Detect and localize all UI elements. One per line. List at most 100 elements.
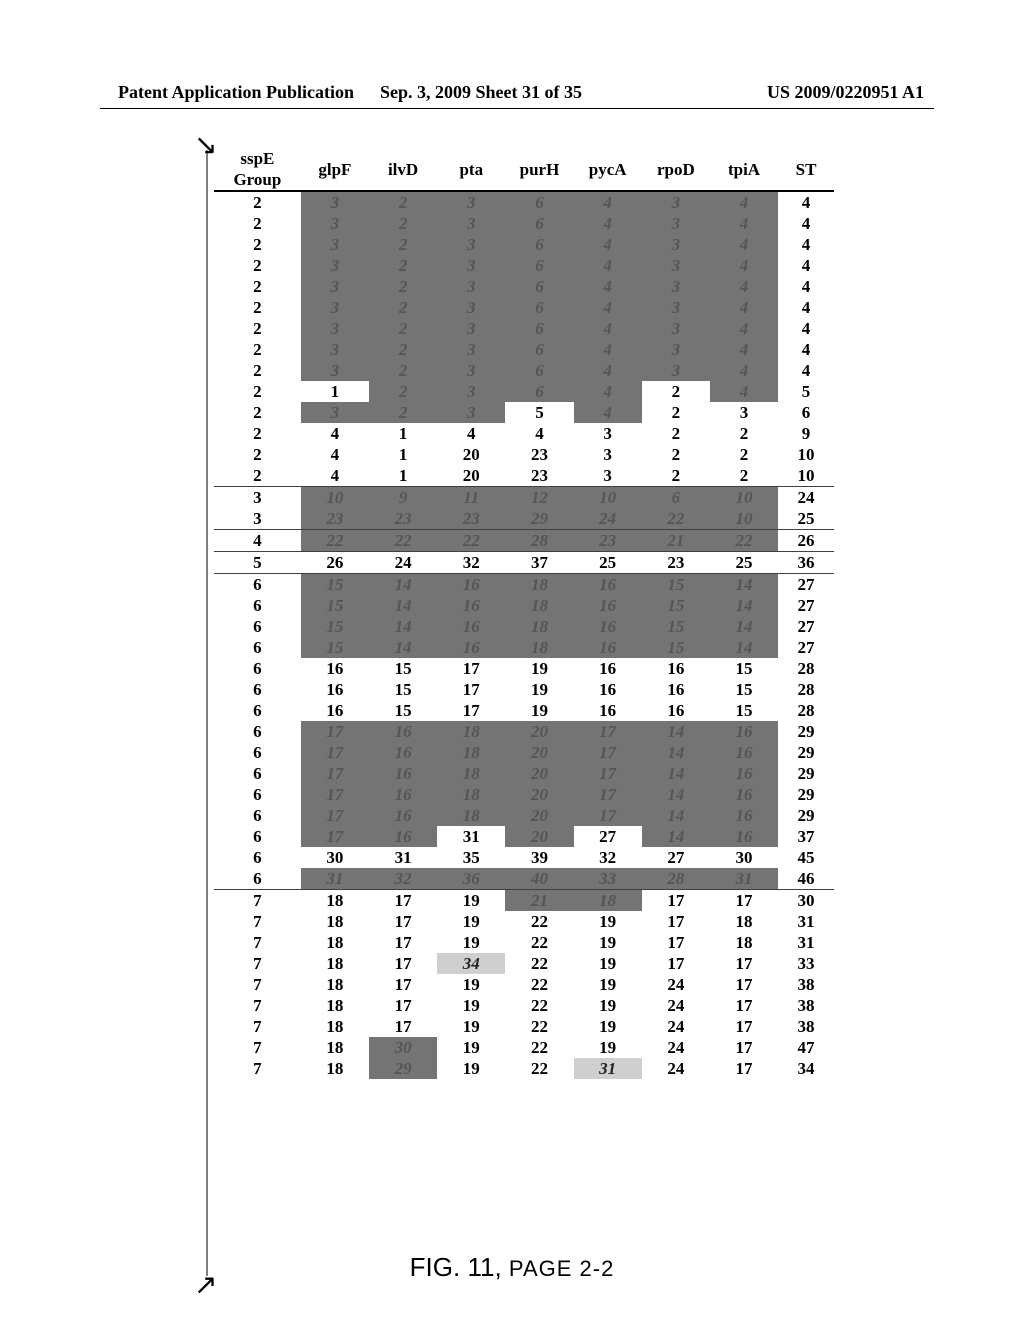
table-row: 61514161816151427 <box>214 616 834 637</box>
data-cell: 10 <box>710 508 778 530</box>
data-cell: 2 <box>369 381 437 402</box>
group-cell: 6 <box>214 679 301 700</box>
data-cell: 17 <box>710 1037 778 1058</box>
data-cell: 19 <box>437 1016 505 1037</box>
data-cell: 3 <box>642 339 710 360</box>
group-cell: 6 <box>214 658 301 679</box>
data-cell: 16 <box>574 658 642 679</box>
data-cell: 14 <box>642 826 710 847</box>
st-cell: 29 <box>778 721 834 742</box>
table-row: 63031353932273045 <box>214 847 834 868</box>
st-cell: 38 <box>778 974 834 995</box>
data-cell: 15 <box>710 658 778 679</box>
data-cell: 4 <box>710 255 778 276</box>
st-cell: 28 <box>778 700 834 721</box>
data-cell: 22 <box>505 911 573 932</box>
data-cell: 19 <box>437 1058 505 1079</box>
data-cell: 16 <box>369 784 437 805</box>
data-cell: 17 <box>369 932 437 953</box>
data-cell: 19 <box>574 1016 642 1037</box>
data-cell: 18 <box>301 890 369 911</box>
data-cell: 3 <box>437 381 505 402</box>
data-cell: 14 <box>369 574 437 595</box>
group-cell: 6 <box>214 868 301 890</box>
data-cell: 2 <box>369 297 437 318</box>
data-cell: 4 <box>710 360 778 381</box>
group-cell: 2 <box>214 318 301 339</box>
table-row: 71830192219241747 <box>214 1037 834 1058</box>
data-cell: 31 <box>574 1058 642 1079</box>
table-row: 310911121061024 <box>214 487 834 508</box>
data-cell: 23 <box>574 530 642 552</box>
data-cell: 2 <box>710 444 778 465</box>
data-cell: 6 <box>505 381 573 402</box>
data-cell: 17 <box>301 805 369 826</box>
data-cell: 3 <box>437 297 505 318</box>
group-cell: 2 <box>214 381 301 402</box>
data-cell: 37 <box>505 552 573 574</box>
table-row: 32323232924221025 <box>214 508 834 530</box>
data-cell: 3 <box>710 402 778 423</box>
data-cell: 40 <box>505 868 573 890</box>
data-cell: 16 <box>369 742 437 763</box>
table-row: 232364344 <box>214 276 834 297</box>
data-cell: 19 <box>574 932 642 953</box>
data-cell: 24 <box>642 1016 710 1037</box>
data-cell: 16 <box>710 826 778 847</box>
data-cell: 14 <box>642 721 710 742</box>
col-header: ST <box>778 148 834 191</box>
st-cell: 10 <box>778 444 834 465</box>
figure-caption: FIG. 11, PAGE 2-2 <box>0 1252 1024 1283</box>
data-cell: 23 <box>505 444 573 465</box>
table-row: 61716182017141629 <box>214 805 834 826</box>
col-header: sspEGroup <box>214 148 301 191</box>
header-rule <box>100 108 934 109</box>
data-cell: 17 <box>642 953 710 974</box>
st-cell: 4 <box>778 234 834 255</box>
data-cell: 4 <box>574 360 642 381</box>
data-cell: 22 <box>505 932 573 953</box>
table-row: 232364344 <box>214 255 834 276</box>
data-cell: 17 <box>369 911 437 932</box>
data-cell: 17 <box>710 1016 778 1037</box>
data-cell: 3 <box>642 234 710 255</box>
table-row: 71817192219171831 <box>214 932 834 953</box>
st-cell: 4 <box>778 339 834 360</box>
group-cell: 6 <box>214 763 301 784</box>
col-header: ilvD <box>369 148 437 191</box>
data-cell: 17 <box>710 1058 778 1079</box>
data-cell: 12 <box>505 487 573 508</box>
data-cell: 4 <box>710 192 778 213</box>
data-cell: 17 <box>642 911 710 932</box>
data-cell: 17 <box>710 995 778 1016</box>
col-header: tpiA <box>710 148 778 191</box>
group-cell: 2 <box>214 339 301 360</box>
data-cell: 16 <box>574 637 642 658</box>
data-cell: 36 <box>437 868 505 890</box>
data-cell: 4 <box>710 381 778 402</box>
table-row: 241202332210 <box>214 444 834 465</box>
data-cell: 3 <box>574 444 642 465</box>
data-cell: 4 <box>574 192 642 213</box>
data-cell: 17 <box>301 763 369 784</box>
table-row: 71817192219241738 <box>214 995 834 1016</box>
group-cell: 2 <box>214 213 301 234</box>
data-cell: 14 <box>642 763 710 784</box>
data-cell: 4 <box>574 297 642 318</box>
data-cell: 14 <box>710 637 778 658</box>
group-cell: 6 <box>214 637 301 658</box>
data-cell: 16 <box>301 658 369 679</box>
data-cell: 26 <box>301 552 369 574</box>
st-cell: 27 <box>778 616 834 637</box>
group-cell: 2 <box>214 276 301 297</box>
data-cell: 3 <box>642 318 710 339</box>
data-cell: 30 <box>710 847 778 868</box>
st-cell: 29 <box>778 784 834 805</box>
data-cell: 2 <box>369 192 437 213</box>
data-cell: 4 <box>574 234 642 255</box>
data-cell: 4 <box>505 423 573 444</box>
data-cell: 4 <box>574 381 642 402</box>
st-cell: 27 <box>778 574 834 595</box>
st-cell: 28 <box>778 679 834 700</box>
table-row: 63132364033283146 <box>214 868 834 890</box>
